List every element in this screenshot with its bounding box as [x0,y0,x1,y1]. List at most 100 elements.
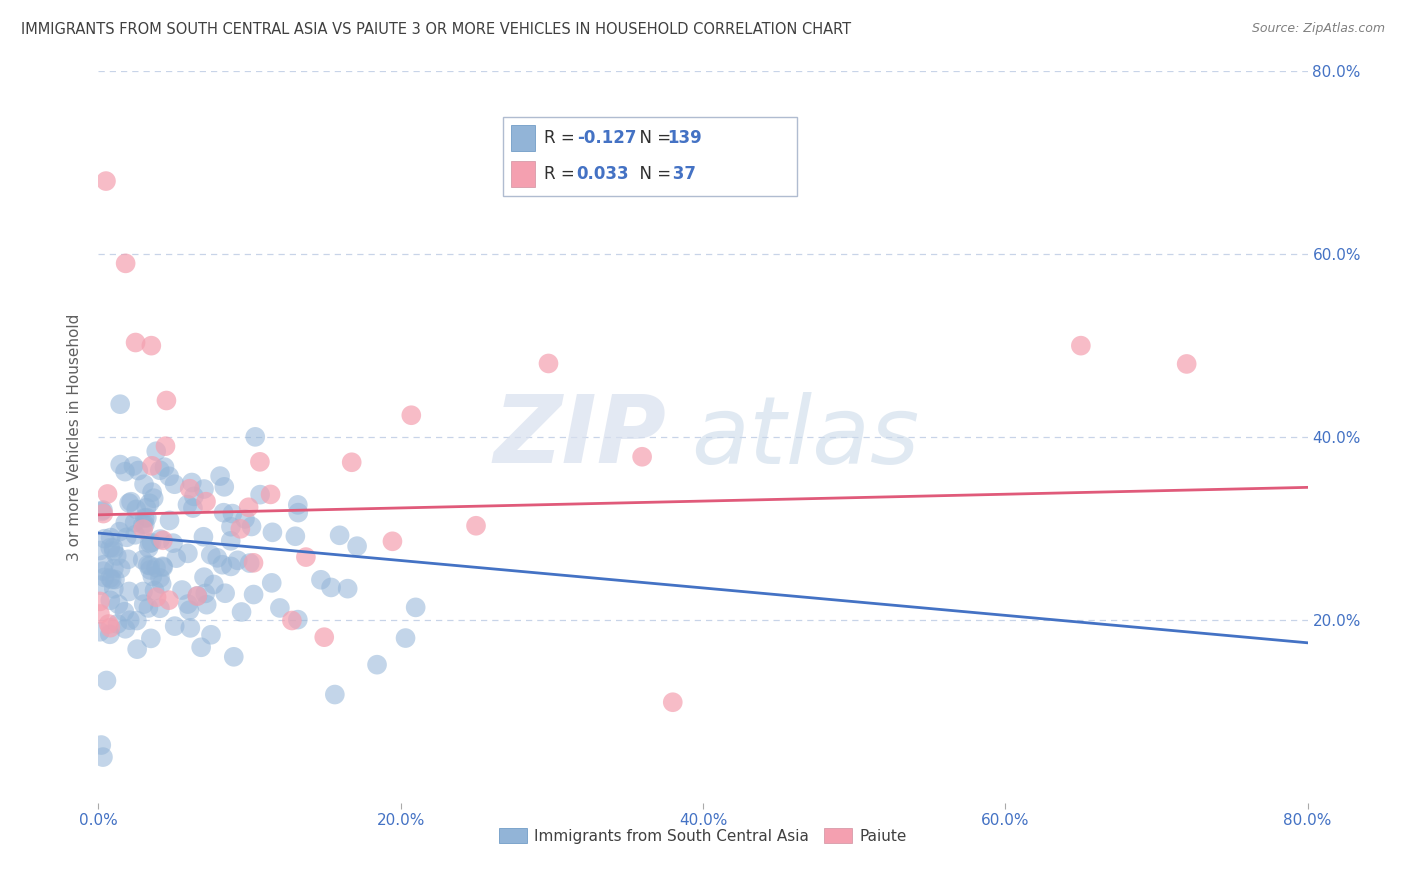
Point [114,516,136,530]
Point [127,642,149,657]
Point [214,480,236,494]
Point [118,496,141,510]
Point [98,621,121,635]
Point [249,488,271,502]
Point [309,573,332,587]
Point [149,571,172,585]
Text: R =: R = [544,129,581,147]
Point [108,458,131,472]
Point [93,570,115,584]
Point [145,444,167,458]
Point [193,530,215,544]
Point [139,632,162,646]
Text: N =: N = [628,129,676,147]
Legend: Immigrants from South Central Asia, Paiute: Immigrants from South Central Asia, Paiu… [494,822,912,850]
Point [155,393,177,408]
Point [287,506,309,520]
Text: 37: 37 [668,165,696,183]
Point [139,536,162,550]
Point [93,532,115,546]
Point [249,455,271,469]
Point [97,617,120,632]
Point [115,530,138,544]
Text: N =: N = [628,165,676,183]
Point [135,510,157,524]
Point [314,630,336,644]
Point [176,498,198,512]
Point [122,458,145,473]
Point [179,482,201,496]
Point [118,613,141,627]
Point [281,614,304,628]
Point [194,586,217,600]
Point [152,533,174,548]
Point [141,338,163,352]
Point [240,519,263,533]
Point [96,673,118,688]
Point [100,531,122,545]
Point [202,577,225,591]
Point [209,469,232,483]
Point [165,551,187,566]
Point [226,553,249,567]
Text: IMMIGRANTS FROM SOUTH CENTRAL ASIA VS PAIUTE 3 OR MORE VEHICLES IN HOUSEHOLD COR: IMMIGRANTS FROM SOUTH CENTRAL ASIA VS PA… [21,22,851,37]
Point [124,516,146,530]
Point [91,503,114,517]
Point [401,409,423,423]
Point [112,605,135,619]
Point [134,511,156,525]
Point [211,558,233,572]
Point [193,482,215,496]
Point [100,573,122,587]
Point [219,559,242,574]
Point [90,738,112,752]
Text: -0.127: -0.127 [576,129,637,147]
Point [214,586,236,600]
Point [131,553,153,567]
Point [336,582,359,596]
Point [157,593,180,607]
Point [153,460,176,475]
Point [89,578,111,592]
Point [319,581,342,595]
Point [229,522,252,536]
Point [193,570,215,584]
Point [207,550,229,565]
Point [179,621,201,635]
Point [177,546,200,560]
Point [1070,338,1092,352]
Point [287,498,309,512]
Point [221,507,243,521]
Point [150,577,173,591]
Point [195,494,218,508]
Text: 0.033: 0.033 [576,165,630,183]
Point [465,518,488,533]
Point [381,534,404,549]
Point [110,561,132,575]
Point [139,563,162,577]
Point [105,549,128,563]
Point [132,597,155,611]
Point [186,589,208,603]
Point [366,657,388,672]
Point [260,575,283,590]
Point [284,529,307,543]
Point [183,489,205,503]
Point [242,556,264,570]
Point [89,543,111,558]
Point [93,558,115,572]
Point [107,597,129,611]
Point [114,622,136,636]
Point [91,564,114,578]
Point [98,571,121,585]
Point [242,588,264,602]
Point [269,601,291,615]
Point [661,695,683,709]
Point [124,335,146,350]
Point [200,628,222,642]
Point [89,607,111,621]
Point [120,494,142,508]
Point [245,430,267,444]
Point [195,598,218,612]
Point [200,548,222,562]
